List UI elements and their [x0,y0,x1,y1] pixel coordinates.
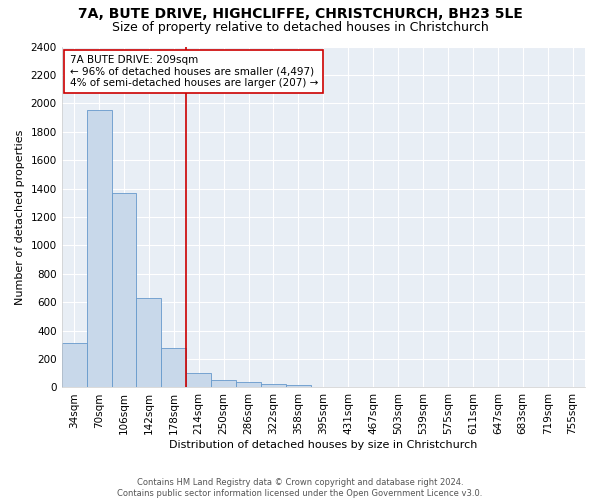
Bar [286,384,311,388]
Y-axis label: Number of detached properties: Number of detached properties [15,130,25,304]
X-axis label: Distribution of detached houses by size in Christchurch: Distribution of detached houses by size … [169,440,478,450]
Bar [112,193,136,388]
Bar [261,384,286,388]
Bar [62,342,86,388]
Bar [236,382,261,388]
Bar [161,348,186,388]
Text: Contains HM Land Registry data © Crown copyright and database right 2024.
Contai: Contains HM Land Registry data © Crown c… [118,478,482,498]
Bar [211,380,236,388]
Text: 7A BUTE DRIVE: 209sqm
← 96% of detached houses are smaller (4,497)
4% of semi-de: 7A BUTE DRIVE: 209sqm ← 96% of detached … [70,55,318,88]
Bar [86,110,112,388]
Bar [136,298,161,388]
Text: 7A, BUTE DRIVE, HIGHCLIFFE, CHRISTCHURCH, BH23 5LE: 7A, BUTE DRIVE, HIGHCLIFFE, CHRISTCHURCH… [77,8,523,22]
Text: Size of property relative to detached houses in Christchurch: Size of property relative to detached ho… [112,21,488,34]
Bar [186,374,211,388]
